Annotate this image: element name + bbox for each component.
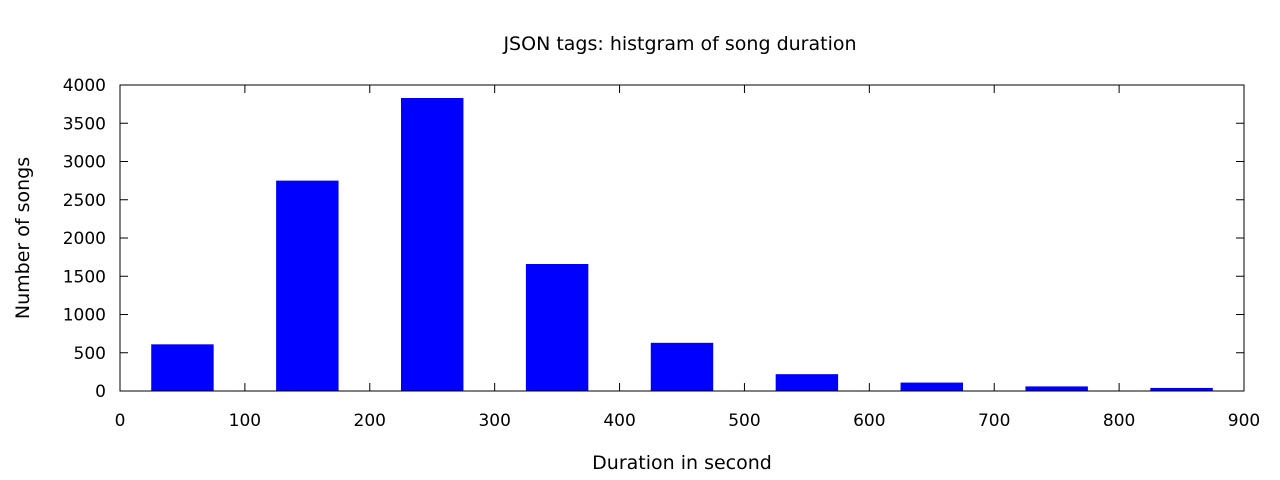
x-tick-label: 900	[1228, 411, 1260, 431]
chart-title: JSON tags: histgram of song duration	[502, 33, 856, 55]
y-tick-label: 2000	[63, 229, 106, 249]
histogram-bar	[1150, 387, 1213, 391]
histogram-bar	[1025, 386, 1088, 391]
x-tick-label: 0	[115, 411, 126, 431]
y-axis: 0 500 1000 1500 2000 2500 3000 3500 4000	[63, 76, 1244, 402]
x-tick-label: 600	[853, 411, 885, 431]
y-tick-label: 3500	[63, 114, 106, 134]
x-axis-title: Duration in second	[592, 452, 772, 474]
y-tick-label: 500	[74, 344, 106, 364]
histogram-bar	[900, 382, 963, 391]
x-axis: 0 100 200 300 400 500 600 700 800 900	[115, 85, 1260, 431]
x-tick-label: 100	[229, 411, 261, 431]
x-tick-label: 300	[478, 411, 510, 431]
y-tick-label: 4000	[63, 76, 106, 96]
histogram-bar	[151, 344, 214, 391]
bars-group	[151, 98, 1213, 391]
y-tick-label: 0	[95, 382, 106, 402]
histogram-bar	[401, 98, 464, 391]
histogram-bar	[276, 180, 339, 391]
histogram-bar	[525, 264, 589, 391]
x-tick-label: 200	[354, 411, 386, 431]
y-tick-label: 3000	[63, 153, 106, 173]
x-tick-label: 500	[728, 411, 760, 431]
y-axis-title: Number of songs	[12, 157, 34, 319]
x-tick-label: 800	[1103, 411, 1135, 431]
histogram-bar	[650, 342, 714, 391]
y-tick-label: 2500	[63, 191, 106, 211]
y-tick-label: 1000	[63, 306, 106, 326]
y-tick-label: 1500	[63, 267, 106, 287]
x-tick-label: 400	[603, 411, 635, 431]
histogram-bar	[775, 374, 839, 391]
x-tick-label: 700	[978, 411, 1010, 431]
